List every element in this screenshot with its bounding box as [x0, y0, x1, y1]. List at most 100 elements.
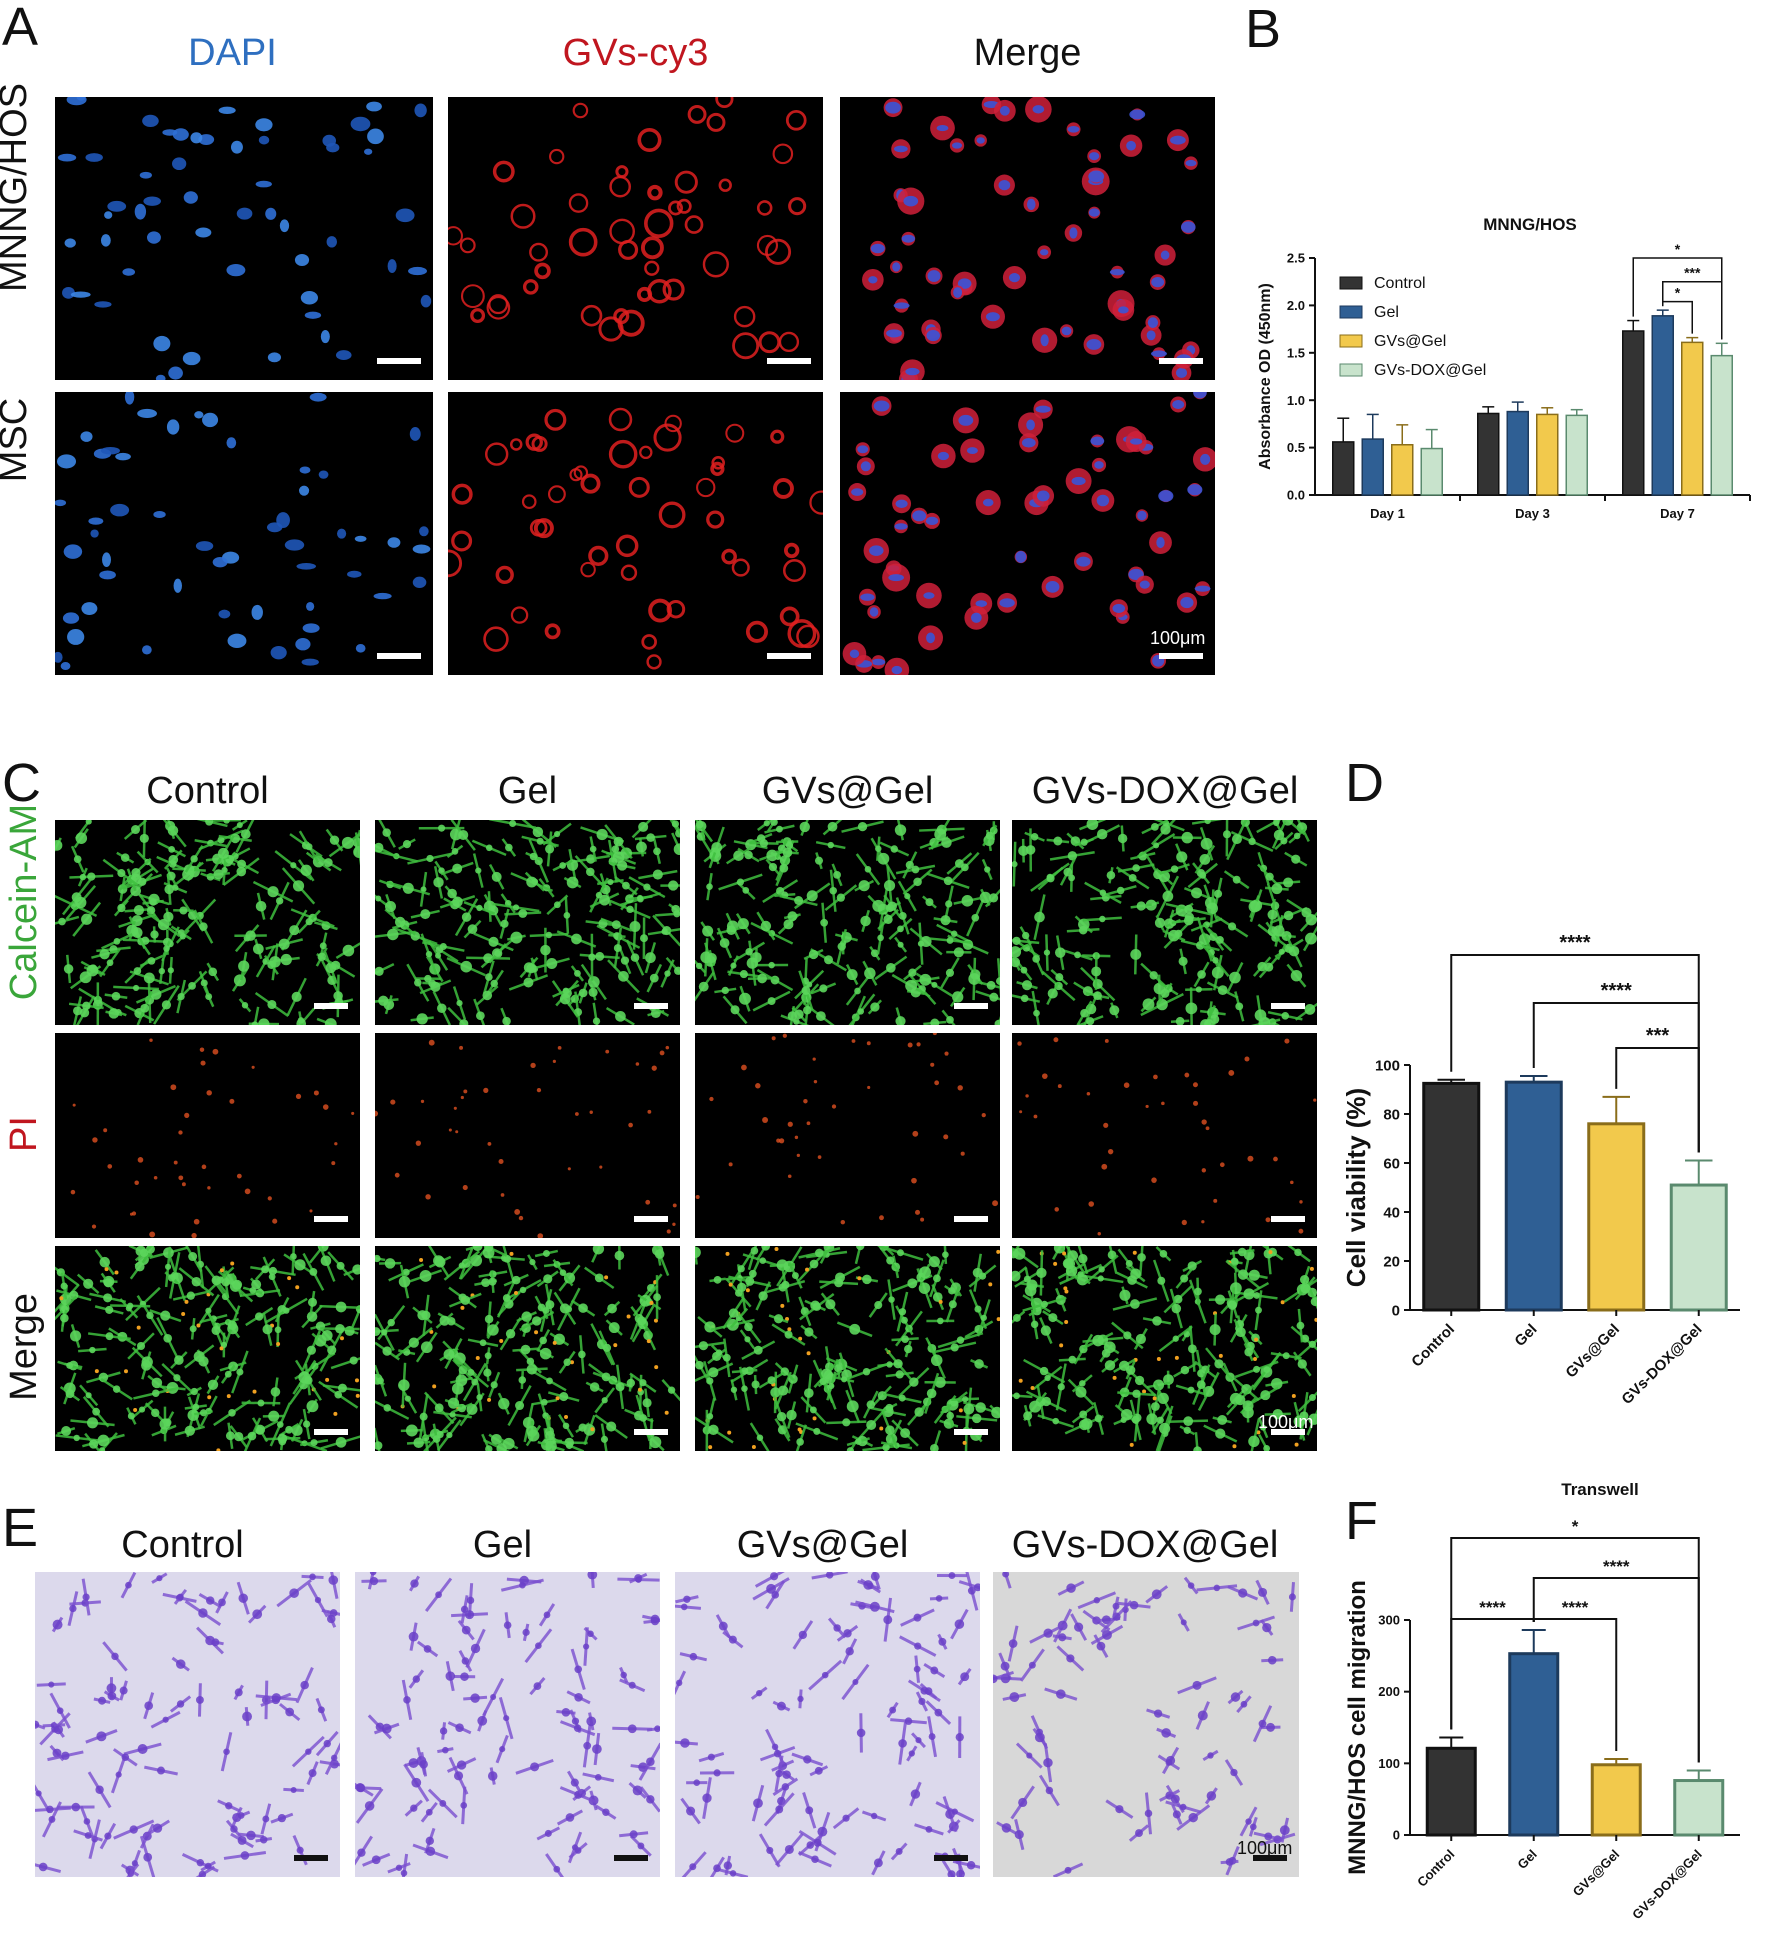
y-tick-label: 0.5: [1287, 440, 1305, 455]
bar-GVs@Gel-Day 7: [1682, 342, 1703, 495]
panel-c-scale-label: 100μm: [1258, 1412, 1313, 1433]
x-tick-label: GVs-DOX@Gel: [1618, 1321, 1705, 1408]
bar-Gel-Day 7: [1652, 316, 1673, 495]
panel-a-col-gvs-cy3: GVs-cy3: [448, 32, 823, 75]
legend-swatch: [1340, 277, 1362, 289]
x-tick-label: Day 1: [1370, 506, 1405, 521]
x-tick-label: Gel: [1514, 1847, 1539, 1872]
y-tick-label: 2.0: [1287, 298, 1305, 313]
bar-GVs@Gel-Day 1: [1392, 445, 1413, 495]
scale-bar: [314, 1003, 348, 1009]
panel-e-col-gvs-dox-gel: GVs-DOX@Gel: [985, 1524, 1305, 1567]
legend-label: Control: [1374, 275, 1426, 292]
scale-bar: [614, 1855, 648, 1861]
x-tick-label: GVs@Gel: [1570, 1847, 1623, 1900]
scale-bar: [767, 358, 811, 364]
x-tick-label: GVs-DOX@Gel: [1629, 1847, 1705, 1923]
bar-GVs@Gel: [1589, 1124, 1644, 1310]
y-tick-label: 40: [1383, 1204, 1400, 1221]
bar-GVs-DOX@Gel-Day 7: [1711, 356, 1732, 495]
legend-label: GVs-DOX@Gel: [1374, 362, 1486, 379]
y-axis-label: MNNG/HOS cell migration: [1344, 1580, 1371, 1875]
scale-bar: [634, 1429, 668, 1435]
bar-GVs-DOX@Gel-Day 1: [1421, 449, 1442, 495]
panel-c-col-gvs-gel: GVs@Gel: [695, 770, 1000, 813]
scale-bar: [1159, 358, 1203, 364]
panel-c-row-calcein-am: Calcein-AM: [3, 802, 47, 1002]
x-tick-label: Control: [1414, 1847, 1457, 1890]
legend-label: GVs@Gel: [1374, 333, 1446, 350]
scale-bar: [1159, 653, 1203, 659]
panel-c-image-2-1: [375, 1246, 680, 1451]
panel-c-image-1-2: [695, 1033, 1000, 1238]
panel-c-image-2-2: [695, 1246, 1000, 1451]
panel-c-image-0-1: [375, 820, 680, 1025]
panel-e-scale-label: 100μm: [1237, 1838, 1292, 1859]
panel-e-image-1: [355, 1572, 660, 1877]
panel-a-row-mnng-hos: MNNG/HOS: [0, 92, 37, 292]
panel-label-b: B: [1245, 0, 1281, 60]
scale-bar: [634, 1216, 668, 1222]
x-tick-label: Control: [1408, 1321, 1458, 1371]
scale-bar: [954, 1429, 988, 1435]
significance-label: *: [1572, 1517, 1579, 1536]
significance-label: ****: [1601, 980, 1632, 1002]
significance-label: ***: [1646, 1025, 1670, 1047]
significance-label: ****: [1562, 1598, 1589, 1617]
panel-a-image-0-1: [448, 97, 823, 380]
panel-a-image-0-2: [840, 97, 1215, 380]
scale-bar: [377, 653, 421, 659]
y-tick-label: 80: [1383, 1106, 1400, 1123]
panel-label-a: A: [2, 0, 38, 58]
panel-e-image-3: [993, 1572, 1299, 1877]
scale-bar: [934, 1855, 968, 1861]
panel-a-image-1-1: [448, 392, 823, 675]
panel-a-image-0-0: [55, 97, 433, 380]
y-tick-label: 0: [1393, 1828, 1400, 1843]
panel-e-col-gel: Gel: [350, 1524, 655, 1567]
scale-bar: [954, 1216, 988, 1222]
y-tick-label: 60: [1383, 1155, 1400, 1172]
scale-bar: [294, 1855, 328, 1861]
bar-Gel-Day 1: [1362, 439, 1383, 495]
panel-c-image-1-1: [375, 1033, 680, 1238]
bar-GVs-DOX@Gel: [1675, 1781, 1723, 1835]
y-tick-label: 0: [1392, 1302, 1400, 1319]
panel-c-col-gel: Gel: [375, 770, 680, 813]
y-tick-label: 100: [1375, 1057, 1400, 1074]
panel-c-image-2-0: [55, 1246, 360, 1451]
panel-a-col-merge: Merge: [840, 32, 1215, 75]
bar-Gel: [1510, 1654, 1558, 1835]
panel-e-col-control: Control: [30, 1524, 335, 1567]
bar-Control: [1427, 1748, 1475, 1835]
y-tick-label: 20: [1383, 1253, 1400, 1270]
bar-Control-Day 7: [1623, 331, 1644, 495]
bar-GVs-DOX@Gel-Day 3: [1566, 415, 1587, 495]
legend-label: Gel: [1374, 304, 1399, 321]
x-tick-label: Day 7: [1660, 506, 1695, 521]
bar-GVs@Gel-Day 3: [1537, 414, 1558, 495]
scale-bar: [314, 1216, 348, 1222]
scale-bar: [314, 1429, 348, 1435]
bar-Control-Day 1: [1333, 442, 1354, 495]
chart-title: MNNG/HOS: [1483, 215, 1577, 234]
x-tick-label: GVs@Gel: [1562, 1321, 1623, 1382]
panel-c-col-gvs-dox-gel: GVs-DOX@Gel: [1005, 770, 1325, 813]
bar-GVs-DOX@Gel: [1671, 1185, 1726, 1310]
significance-label: *: [1675, 241, 1681, 257]
y-axis-label: Cell viability (%): [1341, 1088, 1371, 1287]
panel-a-col-dapi: DAPI: [55, 32, 410, 75]
bar-Control-Day 3: [1478, 413, 1499, 495]
bar-Gel-Day 3: [1507, 412, 1528, 495]
panel-c-image-0-0: [55, 820, 360, 1025]
panel-label-d: D: [1345, 752, 1384, 814]
panel-e-image-2: [675, 1572, 980, 1877]
scale-bar: [1271, 1003, 1305, 1009]
y-axis-label: Absorbance OD (450nm): [1257, 283, 1274, 470]
y-tick-label: 2.5: [1287, 251, 1305, 266]
panel-a-image-1-0: [55, 392, 433, 675]
significance-label: ****: [1479, 1598, 1506, 1617]
